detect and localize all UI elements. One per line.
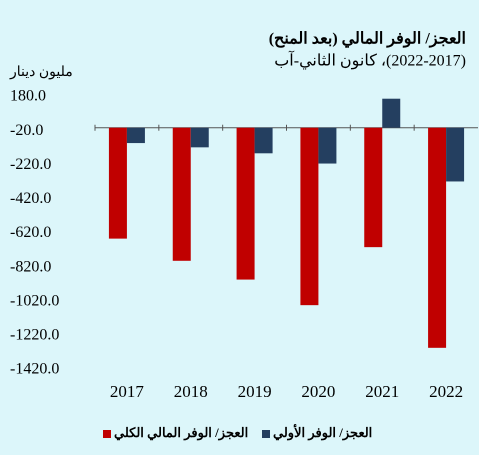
y-tick-label: -220.0 (10, 156, 51, 173)
legend-swatch (262, 430, 270, 438)
bar (428, 127, 447, 348)
y-tick-label: -820.0 (10, 258, 51, 275)
bar (172, 127, 191, 261)
bar (254, 127, 273, 154)
legend-label: العجز/ الوفر المالي الكلي (114, 425, 248, 441)
y-axis-label: مليون دينار (9, 65, 73, 80)
y-tick-label: -1420.0 (10, 361, 59, 378)
x-tick-label: 2022 (429, 382, 463, 401)
y-tick-label: -620.0 (10, 224, 51, 241)
chart-title: العجز/ الوفر المالي (بعد المنح) (269, 31, 466, 49)
bar (300, 127, 319, 306)
x-tick-label: 2021 (365, 382, 399, 401)
bar (382, 98, 401, 128)
x-tick-label: 2019 (238, 382, 272, 401)
x-tick-label: 2017 (110, 382, 145, 401)
y-tick-label: -1020.0 (10, 292, 59, 309)
x-tick-label: 2020 (301, 382, 335, 401)
y-tick-label: -20.0 (10, 122, 43, 139)
legend-swatch (103, 430, 111, 438)
bar (236, 127, 255, 280)
y-tick-label: 180.0 (10, 88, 46, 105)
y-tick-label: -1220.0 (10, 327, 59, 344)
bar (318, 127, 337, 164)
bar (446, 127, 465, 182)
bar (364, 127, 383, 248)
chart-subtitle: (2022-2017)، كانون الثاني-آب (274, 50, 466, 70)
legend-label: العجز/ الوفر الأولي (273, 424, 372, 441)
bar (108, 127, 127, 239)
bar (190, 127, 209, 148)
y-tick-label: -420.0 (10, 190, 51, 207)
x-tick-label: 2018 (174, 382, 208, 401)
bar (126, 127, 145, 144)
